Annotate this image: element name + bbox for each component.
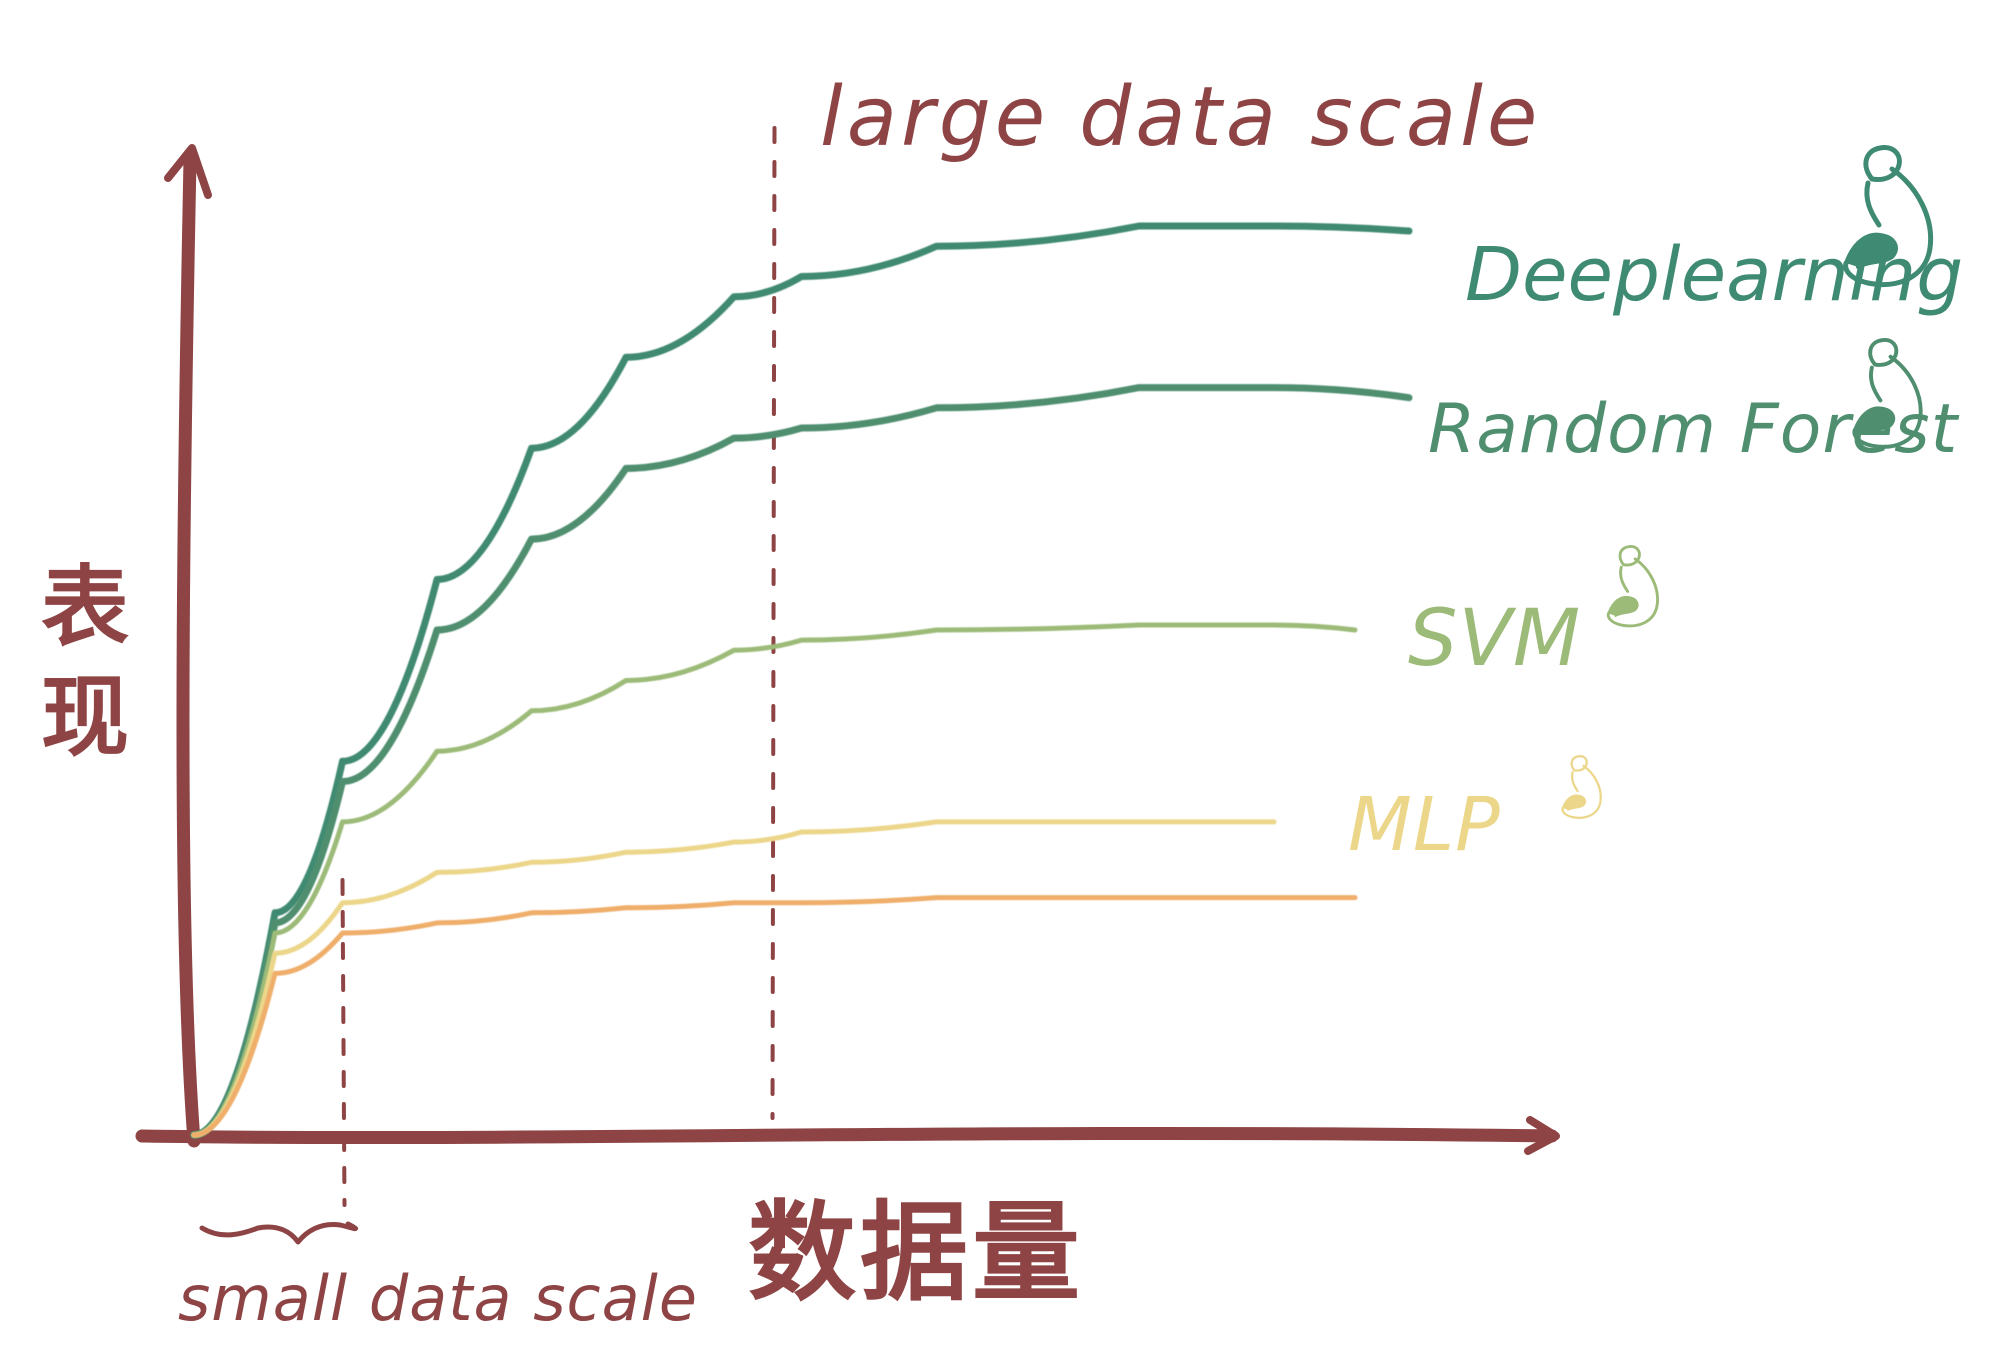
series-layer: [190, 222, 1413, 1139]
axis-layer: [135, 144, 1560, 1155]
tiny-flexed-arm-icon: [1561, 755, 1602, 819]
large-data-scale-label: large data scale: [820, 70, 1541, 165]
y-axis-arrowhead: [164, 144, 212, 199]
scale-guides: [199, 126, 777, 1245]
y-axis-line: [176, 153, 201, 1148]
small-flexed-arm-icon: [1606, 545, 1659, 628]
series-line-svm: [191, 622, 1358, 1138]
x-axis-line: [135, 1126, 1559, 1145]
x-axis-arrowhead: [1524, 1116, 1560, 1155]
icons-layer: [1561, 145, 1934, 819]
series-line-deeplearning: [190, 222, 1413, 1139]
small-data-scale-label: small data scale: [178, 1262, 698, 1335]
legend-label-mlp: MLP: [1348, 782, 1501, 868]
series-line-random-forest: [190, 384, 1413, 1139]
series-line-5: [191, 895, 1358, 1138]
legend-label-svm: SVM: [1408, 594, 1581, 684]
series-line-mlp: [191, 819, 1277, 1138]
big-flexed-arm-icon: [1843, 145, 1934, 287]
x-axis-label: 数据量: [748, 1191, 1084, 1316]
y-axis-label: 表现: [27, 560, 130, 780]
large-data-scale-guide: [770, 126, 777, 1120]
small-data-scale-guide: [340, 878, 347, 1207]
small-scale-brace: [199, 1221, 358, 1245]
medium-flexed-arm-icon: [1852, 338, 1923, 449]
